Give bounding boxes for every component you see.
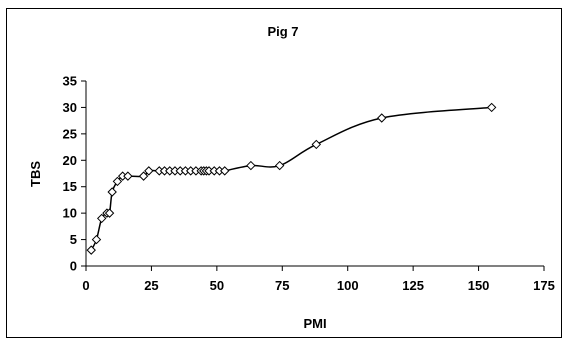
data-point-marker — [138, 171, 149, 181]
data-point-marker — [86, 245, 96, 255]
data-point-marker — [246, 160, 256, 171]
data-point-marker — [274, 160, 285, 171]
x-axis-label: PMI — [303, 316, 326, 331]
x-tick-label: 25 — [144, 278, 158, 293]
y-tick-label: 30 — [63, 100, 77, 115]
x-tick-label: 125 — [402, 278, 424, 293]
data-point-marker — [220, 166, 230, 176]
y-tick-label: 5 — [70, 232, 77, 247]
x-tick-label: 75 — [275, 278, 289, 293]
data-point-marker — [104, 208, 115, 218]
data-point-marker — [486, 102, 497, 113]
y-tick-label: 20 — [63, 153, 77, 168]
chart-frame — [6, 8, 562, 338]
y-tick-label: 10 — [63, 206, 77, 221]
x-tick-label: 100 — [337, 278, 359, 293]
data-point-marker — [96, 213, 107, 224]
x-tick-label: 150 — [468, 278, 490, 293]
y-tick-label: 15 — [63, 179, 77, 194]
data-point-marker — [377, 113, 387, 123]
chart-title: Pig 7 — [267, 24, 298, 39]
x-axis-ticks: 0 25 50 75 100 125 150 175 — [82, 266, 555, 293]
y-axis-ticks: 0 5 10 15 20 25 30 35 — [63, 74, 86, 274]
y-tick-label: 25 — [63, 126, 77, 141]
x-tick-label: 175 — [533, 278, 555, 293]
x-tick-label: 0 — [82, 278, 89, 293]
data-point-marker — [123, 171, 133, 181]
data-markers — [86, 102, 497, 255]
data-point-marker — [144, 166, 154, 176]
y-tick-label: 0 — [70, 259, 77, 274]
y-axis-label: TBS — [28, 161, 43, 187]
data-point-marker — [311, 139, 322, 150]
series-line — [90, 106, 492, 251]
data-point-marker — [112, 176, 123, 187]
data-point-marker — [107, 187, 117, 197]
data-point-marker — [91, 234, 102, 245]
y-tick-label: 35 — [63, 74, 77, 89]
x-tick-label: 50 — [210, 278, 224, 293]
